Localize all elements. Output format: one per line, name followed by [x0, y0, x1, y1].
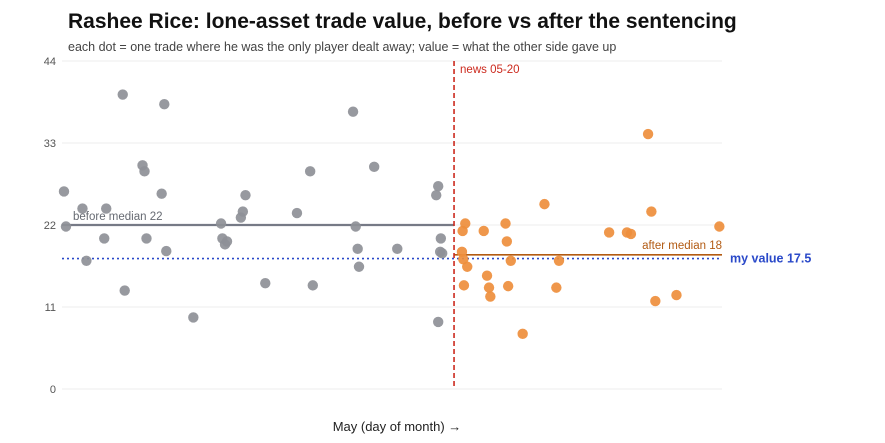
x-axis-label: May (day of month) → [333, 419, 462, 434]
before-point [240, 189, 251, 201]
data-points [58, 89, 725, 340]
before-point [304, 166, 316, 177]
after-point [460, 218, 471, 229]
after-point [483, 282, 495, 293]
after-point [642, 128, 654, 140]
my-value-label: my value 17.5 [730, 252, 811, 266]
reference-labels: news 05-20 before median 22 after median 1… [73, 61, 811, 389]
after-point [500, 218, 511, 229]
before-point [368, 161, 380, 173]
y-axis-ticks: 0 11 22 33 44 [44, 56, 56, 396]
before-point [260, 277, 271, 289]
after-point [505, 255, 516, 266]
y-tick-label: 22 [44, 220, 56, 232]
y-tick-label: 0 [50, 384, 56, 396]
after-point [551, 282, 562, 293]
before-point [58, 186, 70, 197]
after-point [625, 228, 637, 240]
after-point [671, 289, 682, 301]
after-point [603, 227, 615, 238]
before-point [433, 181, 444, 192]
before-point [431, 189, 442, 201]
before-point [347, 106, 359, 117]
before-point [435, 233, 447, 244]
after-point [714, 221, 725, 232]
before-median-label: before median 22 [73, 211, 163, 223]
after-point [502, 280, 514, 292]
before-point [237, 206, 249, 217]
after-point [478, 225, 489, 237]
before-point [117, 89, 128, 100]
after-point [458, 280, 470, 291]
reference-lines [62, 223, 722, 260]
after-point [539, 198, 550, 210]
y-tick-label: 11 [45, 302, 56, 314]
before-point [161, 245, 172, 257]
before-point [350, 221, 361, 232]
before-point [433, 316, 444, 328]
before-point [139, 166, 150, 177]
before-point [99, 233, 110, 244]
after-point [485, 291, 496, 302]
before-point [60, 221, 72, 232]
before-point [307, 280, 318, 291]
before-point [392, 243, 403, 255]
before-point [215, 218, 227, 229]
before-point [77, 203, 88, 214]
before-point [352, 243, 363, 255]
chart-subtitle: each dot = one trade where he was the on… [68, 40, 617, 54]
y-tick-label: 44 [44, 56, 56, 68]
news-label: news 05-20 [460, 64, 519, 76]
before-point [188, 312, 199, 323]
chart-title: Rashee Rice: lone-asset trade value, bef… [68, 10, 737, 33]
before-point [159, 99, 170, 110]
before-point [81, 255, 92, 266]
after-point [553, 255, 565, 266]
before-point [141, 233, 152, 244]
before-point [101, 203, 112, 214]
after-point [650, 295, 661, 307]
before-point [221, 236, 233, 247]
after-median-label: after median 18 [642, 240, 722, 252]
before-point [353, 261, 365, 272]
before-point [119, 285, 130, 296]
after-point [462, 261, 473, 272]
y-tick-label: 33 [44, 138, 56, 150]
after-point [501, 236, 513, 247]
after-point [481, 270, 493, 281]
after-point [646, 206, 657, 217]
before-point [291, 207, 303, 219]
after-point [517, 328, 528, 340]
before-point [436, 248, 448, 259]
before-point [156, 188, 167, 199]
